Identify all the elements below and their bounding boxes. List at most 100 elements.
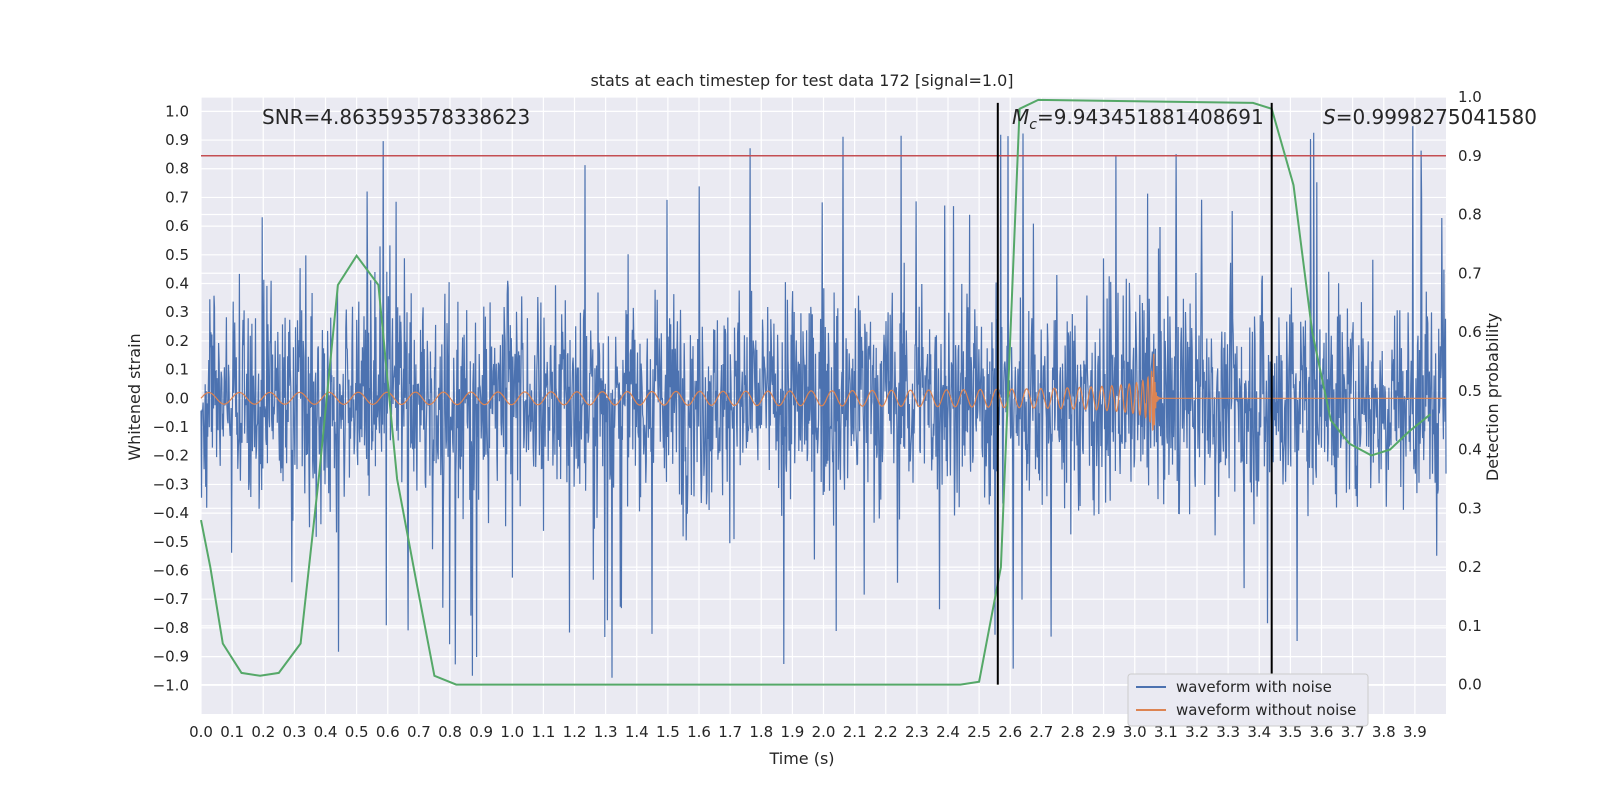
x-tick-label: 3.5 — [1278, 723, 1302, 741]
x-tick-label: 3.8 — [1372, 723, 1396, 741]
x-tick-label: 3.2 — [1185, 723, 1209, 741]
x-tick-label: 2.1 — [843, 723, 867, 741]
x-tick-label: 0.3 — [282, 723, 306, 741]
x-tick-label: 0.2 — [251, 723, 275, 741]
legend-box — [1127, 673, 1369, 727]
x-tick-label: 3.0 — [1123, 723, 1147, 741]
chirp-mass-annotation: Mc=9.943451881408691 — [1012, 105, 1264, 133]
s-value: =0.9998275041580 — [1336, 105, 1537, 129]
x-tick-label: 2.3 — [905, 723, 929, 741]
probability-trace — [200, 98, 1432, 686]
y-tick-label: −0.8 — [153, 619, 189, 637]
y2-tick-label: 0.5 — [1458, 382, 1482, 400]
y-tick-label: 0.5 — [165, 246, 189, 264]
y-tick-label: 0.7 — [165, 188, 189, 206]
legend-label-clean: waveform without noise — [1176, 701, 1356, 719]
x-tick-label: 2.5 — [967, 723, 991, 741]
chirp-trace — [200, 353, 1446, 432]
y-tick-label: −0.9 — [153, 648, 189, 666]
x-tick-label: 3.7 — [1341, 723, 1365, 741]
y-tick-label: −0.6 — [153, 562, 189, 580]
y-tick-label: 0.3 — [165, 303, 189, 321]
x-tick-label: 2.9 — [1092, 723, 1116, 741]
x-tick-label: 2.7 — [1029, 723, 1053, 741]
x-tick-label: 1.7 — [718, 723, 742, 741]
x-tick-label: 1.8 — [749, 723, 773, 741]
chirp-mass-value: =9.943451881408691 — [1037, 105, 1264, 129]
y2-tick-label: 0.6 — [1458, 323, 1482, 341]
y2-tick-label: 0.9 — [1458, 147, 1482, 165]
y-tick-label: −0.3 — [153, 475, 189, 493]
legend: waveform with noise waveform without noi… — [1127, 673, 1369, 727]
x-tick-label: 0.7 — [407, 723, 431, 741]
y-tick-label: 0.8 — [165, 160, 189, 178]
y-tick-label: −0.5 — [153, 533, 189, 551]
y2-tick-label: 0.8 — [1458, 206, 1482, 224]
x-tick-label: 0.6 — [376, 723, 400, 741]
y2-axis-ticks: 1.0 0.9 0.8 0.7 0.6 0.5 0.4 0.3 0.2 0.1 0.0 — [1458, 88, 1482, 694]
detection-probability-line — [200, 98, 1432, 686]
y-tick-label: −0.7 — [153, 590, 189, 608]
x-tick-label: 2.4 — [936, 723, 960, 741]
x-tick-label: 0.1 — [220, 723, 244, 741]
y2-axis-label: Detection probability — [1483, 313, 1502, 481]
x-tick-label: 0.9 — [469, 723, 493, 741]
x-tick-label: 3.4 — [1247, 723, 1271, 741]
y2-tick-label: 0.0 — [1458, 676, 1482, 694]
y-axis-ticks: 1.0 0.9 0.8 0.7 0.6 0.5 0.4 0.3 0.2 0.1 0.0 −0.1 −0.… — [153, 102, 189, 694]
y-tick-label: −0.1 — [153, 418, 189, 436]
x-tick-label: 3.9 — [1403, 723, 1427, 741]
y-tick-label: −1.0 — [153, 676, 189, 694]
s-annotation: S=0.9998275041580 — [1323, 105, 1537, 129]
noise-trace — [200, 126, 1447, 678]
x-tick-label: 1.1 — [531, 723, 555, 741]
x-axis-label: Time (s) — [768, 749, 834, 768]
x-tick-label: 1.5 — [656, 723, 680, 741]
waveform-without-noise-line — [200, 353, 1446, 432]
x-tick-label: 1.0 — [500, 723, 524, 741]
x-tick-label: 2.0 — [812, 723, 836, 741]
x-tick-label: 0.8 — [438, 723, 462, 741]
y-tick-label: 0.6 — [165, 217, 189, 235]
chirp-mass-symbol: M — [1012, 105, 1029, 129]
y-tick-label: −0.4 — [153, 504, 189, 522]
x-tick-label: 1.9 — [780, 723, 804, 741]
y-tick-label: 0.9 — [165, 131, 189, 149]
x-tick-label: 3.3 — [1216, 723, 1240, 741]
x-tick-label: 1.6 — [687, 723, 711, 741]
y-tick-label: −0.2 — [153, 447, 189, 465]
snr-annotation: SNR=4.863593578338623 — [262, 105, 530, 129]
legend-label-noise: waveform with noise — [1176, 678, 1332, 696]
x-tick-label: 2.6 — [998, 723, 1022, 741]
x-tick-label: 0.0 — [189, 723, 213, 741]
y2-tick-label: 0.2 — [1458, 558, 1482, 576]
y2-tick-label: 0.4 — [1458, 441, 1482, 459]
y-tick-label: 1.0 — [165, 102, 189, 120]
x-tick-label: 0.4 — [314, 723, 338, 741]
x-tick-label: 1.4 — [625, 723, 649, 741]
x-tick-label: 0.5 — [345, 723, 369, 741]
y2-tick-label: 1.0 — [1458, 88, 1482, 106]
y2-tick-label: 0.7 — [1458, 264, 1482, 282]
chart-title: stats at each timestep for test data 172… — [590, 71, 1013, 90]
y-tick-label: 0.0 — [165, 389, 189, 407]
y-tick-label: 0.1 — [165, 361, 189, 379]
chirp-mass-subscript: c — [1029, 117, 1037, 133]
x-axis-ticks: 0.0 0.1 0.2 0.3 0.4 0.5 0.6 0.7 0.8 0.9 1.0 1.1 1.2 1… — [189, 723, 1427, 741]
x-tick-label: 3.1 — [1154, 723, 1178, 741]
x-tick-label: 1.3 — [594, 723, 618, 741]
s-symbol: S — [1323, 105, 1336, 129]
x-tick-label: 1.2 — [563, 723, 587, 741]
y2-tick-label: 0.1 — [1458, 617, 1482, 635]
y-tick-label: 0.2 — [165, 332, 189, 350]
window-markers — [996, 102, 1273, 685]
x-tick-label: 2.8 — [1061, 723, 1085, 741]
y-axis-label: Whitened strain — [125, 333, 144, 460]
x-tick-label: 3.6 — [1310, 723, 1334, 741]
y-tick-label: 0.4 — [165, 275, 189, 293]
waveform-with-noise-line — [200, 126, 1447, 678]
y2-tick-label: 0.3 — [1458, 499, 1482, 517]
x-tick-label: 2.2 — [874, 723, 898, 741]
